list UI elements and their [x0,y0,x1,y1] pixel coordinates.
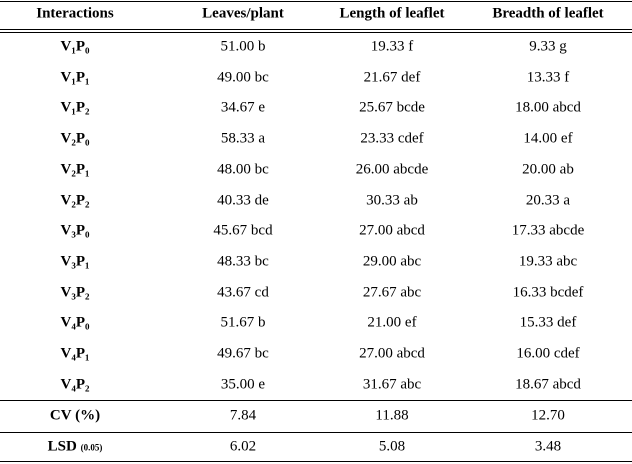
footer-label-text: LSD [47,438,77,455]
footer-cell: 12.70 [531,407,565,424]
footer-label: LSD (0.05) [48,439,103,456]
table-cell: 21.00 ef [367,314,417,331]
table-cell: 20.33 a [525,192,571,208]
table-cell: 19.33 abc [518,253,578,270]
table-cell: 27.00 abcd [359,222,425,239]
footer-rule [0,432,632,433]
table-cell: 31.67 abc [362,376,422,393]
row-label: V₄P₀ [60,314,90,331]
table-cell: 49.00 bc [217,69,269,86]
bottom-rule [0,461,632,462]
table-cell: 27.00 abcd [359,345,425,362]
row-label: V₂P₂ [60,192,90,208]
row-label: V₄P₁ [60,345,90,362]
row-label: V₂P₁ [60,161,90,178]
table-cell: 49.67 bc [217,345,269,362]
table-cell: 40.33 de [217,192,269,208]
table-cell: 45.67 bcd [213,222,273,239]
table-cell: 17.33 abcde [511,222,585,239]
footer-cell: 5.08 [378,438,406,455]
footer-label-subscript: (0.05) [80,442,103,453]
table-cell: 25.67 bcde [359,99,425,116]
header-cell: Leaves/plant [202,5,284,22]
row-label: V₁P₁ [60,69,90,86]
table-cell: 13.33 f [526,69,570,86]
row-label: V₁P₂ [60,99,90,116]
row-label: V₃P₀ [60,222,90,239]
table-cell: 58.33 a [220,130,266,147]
table-cell: 15.33 def [519,314,577,331]
table-cell: 51.67 b [220,314,266,331]
table-cell: 23.33 cdef [360,130,424,147]
footer-label-text: CV (%) [49,407,101,424]
footer-cell: 3.48 [534,438,562,455]
table-cell: 30.33 ab [366,192,418,208]
row-label: V₃P₁ [60,253,90,270]
table-cell: 29.00 abc [362,253,422,270]
header-cell: Length of leaflet [339,5,445,22]
header-rule [0,29,632,30]
table-cell: 9.33 g [529,38,567,55]
table-cell: 27.67 abc [362,284,422,301]
table-cell: 14.00 ef [523,130,573,147]
footer-rule [0,400,632,401]
table-cell: 26.00 abcde [355,161,429,178]
table-cell: 18.67 abcd [515,376,581,393]
table-cell: 34.67 e [220,99,266,116]
footer-cell: 11.88 [375,407,409,424]
table-cell: 43.67 cd [217,284,269,301]
row-label: V₂P₀ [60,130,90,147]
table-cell: 19.33 f [370,38,414,55]
table-cell: 16.33 bcdef [512,284,584,301]
table-cell: 18.00 abcd [515,99,581,116]
table-cell: 51.00 b [220,38,266,55]
table-cell: 20.00 ab [522,161,574,178]
table-cell: 35.00 e [220,376,266,393]
footer-cell: 6.02 [229,438,257,455]
header-cell: Breadth of leaflet [492,5,604,22]
table-cell: 16.00 cdef [516,345,580,362]
row-label: V₁P₀ [60,38,90,55]
row-label: V₄P₂ [60,376,90,393]
table-cell: 48.00 bc [217,161,269,178]
top-rule [0,1,632,2]
footer-cell: 7.84 [229,407,257,424]
header-cell: Interactions [36,5,114,22]
table-cell: 21.67 def [363,69,421,86]
header-rule [0,32,632,33]
footer-label: CV (%) [50,408,100,425]
table-cell: 48.33 bc [217,253,269,270]
row-label: V₃P₂ [60,284,90,301]
